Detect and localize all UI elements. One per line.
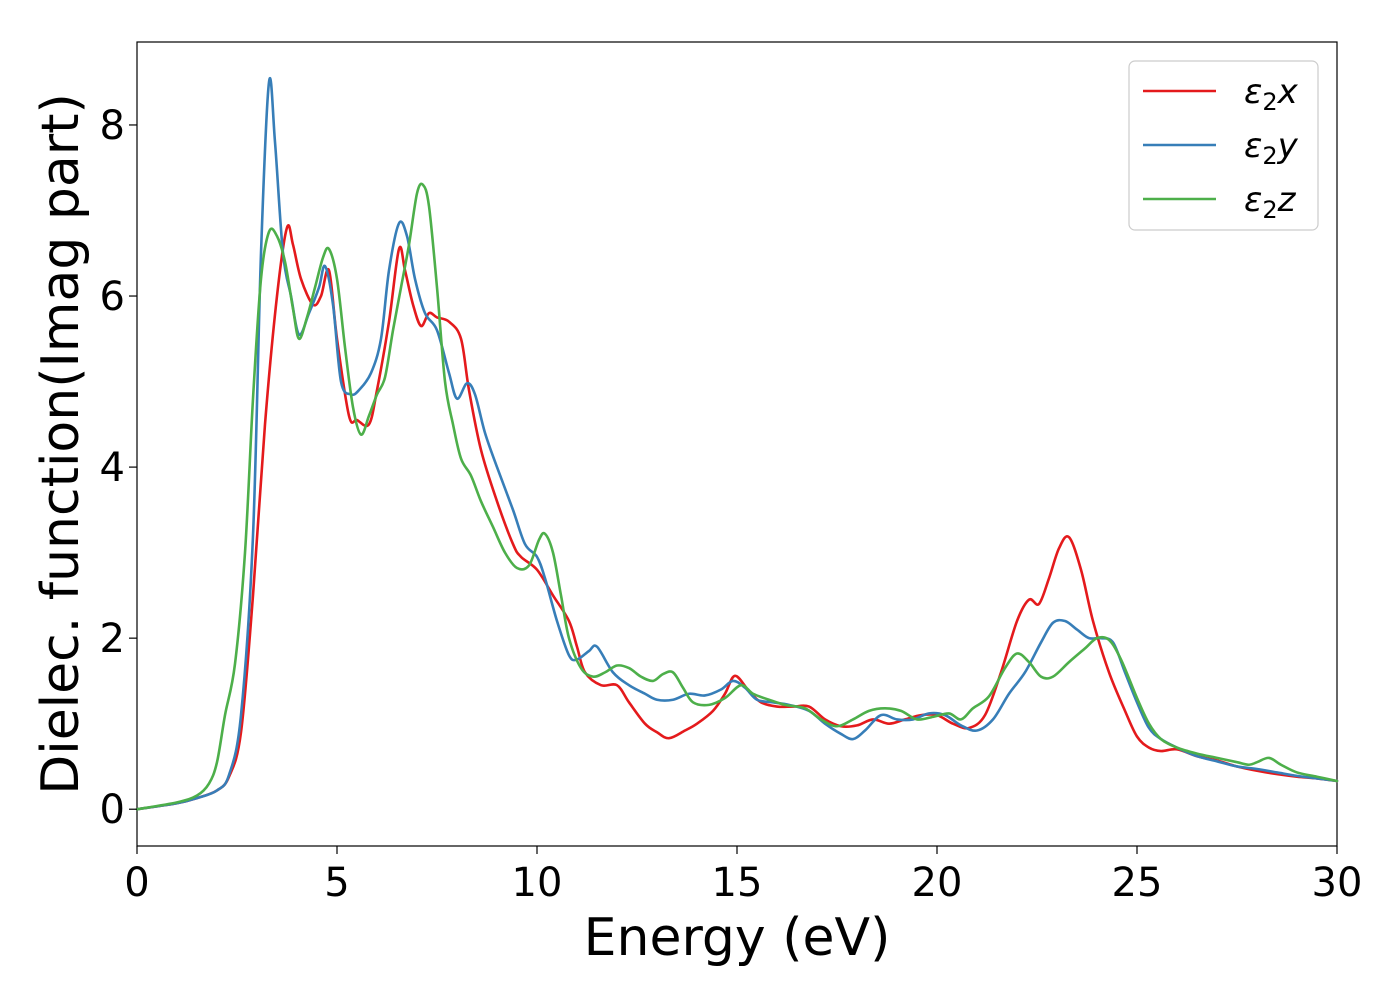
x-axis: 0 5 10 15 20 25 30	[124, 846, 1362, 906]
series-layer	[135, 77, 1339, 811]
x-tick-label: 5	[324, 860, 349, 906]
y-tick-label: 2	[100, 616, 125, 662]
y-tick-label: 4	[100, 445, 125, 491]
legend-label-x: ε2x	[1244, 72, 1299, 116]
legend-label-z: ε2z	[1244, 180, 1297, 224]
y-tick-label: 8	[100, 103, 125, 149]
x-tick-label: 0	[124, 860, 149, 906]
x-tick-label: 30	[1312, 860, 1363, 906]
legend-label-y: ε2y	[1244, 126, 1299, 170]
x-tick-label: 20	[912, 860, 963, 906]
x-tick-label: 10	[512, 860, 563, 906]
plot-area: 0 5 10 15 20 25 30 0 2 4 6 8	[100, 41, 1362, 906]
x-axis-title: Energy (eV)	[584, 908, 891, 968]
x-tick-label: 25	[1112, 860, 1163, 906]
y-tick-label: 0	[100, 787, 125, 833]
y-tick-label: 6	[100, 274, 125, 320]
x-tick-label: 15	[712, 860, 763, 906]
legend-box	[1128, 60, 1319, 231]
legend: ε2x ε2y ε2z	[1128, 60, 1319, 231]
y-axis: 0 2 4 6 8	[100, 103, 137, 833]
series-line-z	[135, 182, 1339, 811]
y-axis-title: Dielec. function(Imag part)	[31, 93, 91, 795]
series-line-x	[135, 224, 1339, 811]
